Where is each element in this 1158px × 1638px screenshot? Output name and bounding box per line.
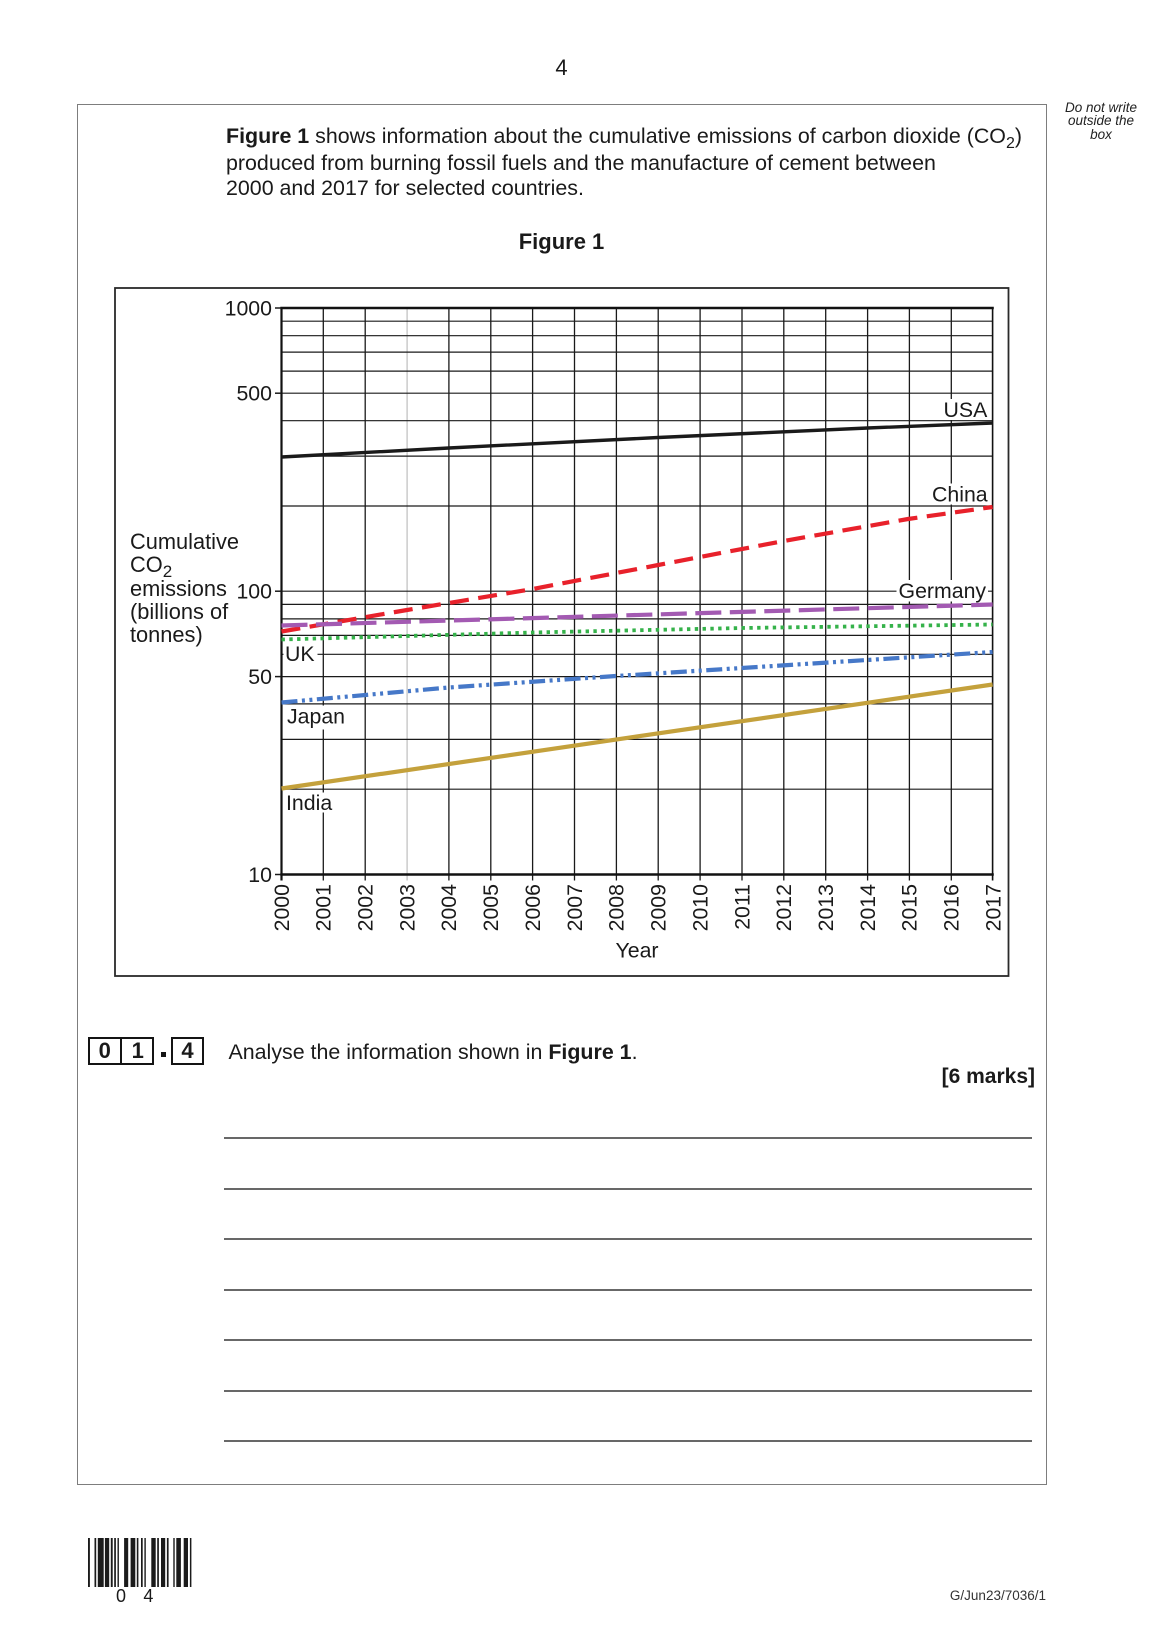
- svg-text:2009: 2009: [647, 884, 671, 931]
- svg-text:2005: 2005: [479, 884, 503, 931]
- svg-text:50: 50: [248, 665, 272, 689]
- svg-text:India: India: [286, 791, 332, 815]
- svg-text:2003: 2003: [395, 884, 419, 931]
- svg-text:500: 500: [236, 382, 272, 406]
- svg-text:2000: 2000: [270, 884, 294, 932]
- svg-text:2007: 2007: [563, 884, 587, 931]
- svg-text:2006: 2006: [521, 884, 545, 931]
- svg-text:2004: 2004: [437, 884, 461, 932]
- svg-text:Year: Year: [615, 938, 658, 962]
- svg-text:2014: 2014: [856, 884, 880, 932]
- svg-text:UK: UK: [285, 642, 315, 666]
- svg-text:10: 10: [248, 863, 272, 887]
- svg-text:2015: 2015: [898, 884, 922, 931]
- svg-text:2017: 2017: [982, 884, 1006, 931]
- svg-text:2008: 2008: [605, 884, 629, 931]
- svg-text:USA: USA: [944, 398, 989, 422]
- svg-text:China: China: [932, 483, 988, 507]
- svg-text:2013: 2013: [814, 884, 838, 931]
- svg-text:1000: 1000: [225, 296, 273, 320]
- svg-text:Japan: Japan: [287, 704, 345, 728]
- svg-text:2001: 2001: [312, 884, 336, 931]
- svg-text:2012: 2012: [772, 884, 796, 931]
- svg-text:100: 100: [236, 580, 272, 604]
- svg-text:2010: 2010: [688, 884, 712, 932]
- svg-text:2016: 2016: [940, 884, 964, 931]
- svg-text:2011: 2011: [730, 884, 754, 930]
- svg-text:Germany: Germany: [899, 579, 987, 603]
- svg-text:2002: 2002: [354, 884, 378, 931]
